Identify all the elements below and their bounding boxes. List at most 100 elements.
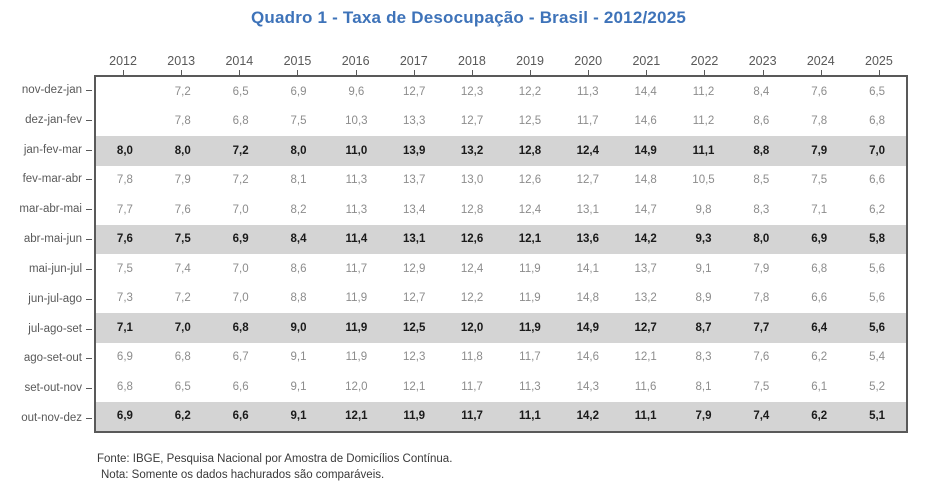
value-cell: 8,8 [290,292,307,305]
value-cell: 6,4 [811,321,828,334]
value-cell: 14,3 [576,380,599,393]
value-cell: 7,2 [232,144,249,157]
value-cell: 8,0 [174,144,191,157]
year-label: 2025 [850,52,908,75]
value-cell: 12,5 [403,321,426,334]
value-cell: 11,2 [692,115,715,128]
year-label: 2024 [792,52,850,75]
value-cell: 8,0 [116,144,133,157]
year-label: 2016 [327,52,385,75]
value-cell: 6,9 [290,85,307,98]
value-cell: 14,1 [576,262,599,275]
year-label: 2013 [152,52,210,75]
value-cell: 6,9 [116,410,133,423]
value-cell: 8,6 [290,262,307,275]
table-row: 7,6 7,5 6,9 8,4 11,4 13,1 12,6 12,1 13,6 14,2 9,3 8… [96,224,906,254]
value-cell: 5,6 [869,321,886,334]
value-cell: 7,9 [695,410,712,423]
value-cell: 11,2 [692,85,715,98]
value-cell: 12,3 [403,351,426,364]
value-cell: 12,2 [518,85,542,98]
value-cell: 8,6 [753,115,770,128]
value-cell: 12,4 [460,262,484,275]
row-label-column: nov-dez-jan dez-jan-fev jan-fev-mar fev-mar… [0,75,94,433]
value-cell: 6,2 [811,351,828,364]
year-label: 2023 [734,52,792,75]
value-cell: 12,7 [576,174,599,187]
value-cell: 7,4 [753,410,770,423]
value-cell: 8,1 [695,380,712,393]
value-cell: 7,4 [174,262,191,275]
value-cell: 11,3 [577,85,599,98]
value-cell: 13,2 [634,292,657,305]
value-cell: 7,7 [753,321,770,334]
value-cell: 8,1 [290,174,307,187]
value-cell: 11,9 [403,410,426,423]
table-row: 6,9 6,2 6,6 9,1 12,1 11,9 11,7 11,1 14,2 11,1 7,9 7… [96,401,906,431]
value-cell: 7,8 [174,115,191,128]
value-cell: 7,0 [232,292,249,305]
value-cell: 5,6 [869,262,886,275]
table-row: 7,5 7,4 7,0 8,6 11,7 12,9 12,4 11,9 14,1 13,7 9,1 7… [96,254,906,284]
table-row: 7,8 7,9 7,2 8,1 11,3 13,7 13,0 12,6 12,7 14,8 10,5… [96,166,906,196]
table-row: 7,3 7,2 7,0 8,8 11,9 12,7 12,2 11,9 14,8 13,2 8,9 7… [96,284,906,314]
value-cell: 11,3 [345,203,368,216]
value-cell: 11,9 [345,351,368,364]
year-label: 2020 [559,52,617,75]
value-cell: 14,7 [634,203,657,216]
value-cell: 12,5 [518,115,542,128]
value-cell: 11,8 [461,351,483,364]
value-cell: 7,6 [753,351,770,364]
year-label: 2022 [675,52,733,75]
value-cell: 8,4 [290,233,307,246]
value-cell: 6,5 [174,380,191,393]
value-cell: 14,2 [576,410,599,423]
value-cell: 12,7 [460,115,484,128]
value-cell: 12,7 [403,85,426,98]
value-cell: 14,8 [576,292,599,305]
value-cell: 5,4 [869,351,886,364]
value-cell: 14,8 [634,174,657,187]
value-cell: 13,0 [460,174,484,187]
year-label: 2019 [501,52,559,75]
row-label: mar-abr-mai [0,194,94,224]
value-cell: 7,8 [116,174,133,187]
value-cell: 7,6 [811,85,828,98]
year-label: 2021 [617,52,675,75]
value-cell: 5,1 [869,410,886,423]
value-cell: 9,1 [695,262,712,275]
value-cell: 9,3 [695,233,712,246]
value-cell: 6,9 [116,351,133,364]
value-cell: 13,6 [576,233,599,246]
value-cell: 6,6 [232,380,249,393]
value-cell: 7,5 [116,262,133,275]
value-cell: 12,1 [634,351,657,364]
value-cell: 6,8 [174,351,191,364]
value-cell: 6,6 [869,174,886,187]
value-cell: 11,7 [345,262,368,275]
value-cell: 7,5 [290,115,307,128]
value-cell: 11,0 [345,144,368,157]
table-row: 6,8 6,5 6,6 9,1 12,0 12,1 11,7 11,3 14,3 11,6 8,1 7… [96,372,906,402]
value-cell: 12,7 [403,292,426,305]
value-cell: 7,2 [174,292,191,305]
value-cell: 13,7 [634,262,657,275]
value-cell: 9,1 [290,351,307,364]
value-cell: 13,1 [576,203,599,216]
footer-notes: Fonte: IBGE, Pesquisa Nacional por Amost… [97,451,452,483]
row-label: ago-set-out [0,344,94,374]
value-cell: 9,1 [290,410,307,423]
value-cell: 11,7 [461,410,483,423]
value-cell: 11,9 [519,292,541,305]
row-label: jul-ago-set [0,314,94,344]
value-cell: 6,5 [869,85,886,98]
value-cell: 11,1 [692,144,715,157]
value-cell: 7,8 [753,292,770,305]
year-label: 2018 [443,52,501,75]
value-cell: 10,5 [692,174,715,187]
value-cell: 7,0 [232,203,249,216]
year-label: 2012 [94,52,152,75]
row-label: dez-jan-fev [0,105,94,135]
row-label: jan-fev-mar [0,135,94,165]
